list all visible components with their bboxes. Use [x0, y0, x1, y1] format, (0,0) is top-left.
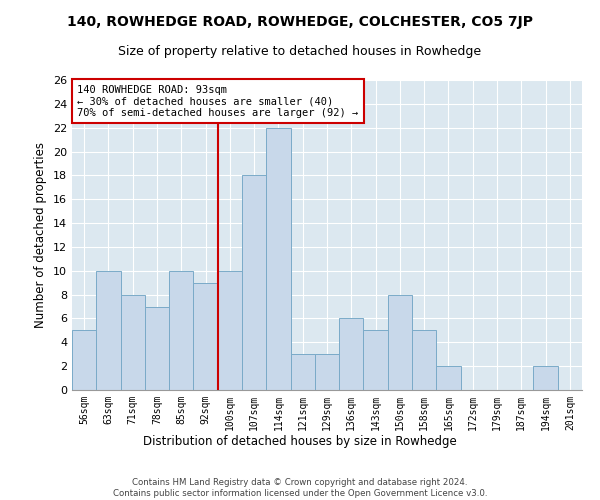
Bar: [242, 176, 266, 390]
Bar: [218, 271, 242, 390]
Bar: [96, 271, 121, 390]
Bar: [436, 366, 461, 390]
Text: 140, ROWHEDGE ROAD, ROWHEDGE, COLCHESTER, CO5 7JP: 140, ROWHEDGE ROAD, ROWHEDGE, COLCHESTER…: [67, 15, 533, 29]
Bar: [72, 330, 96, 390]
Bar: [145, 306, 169, 390]
Bar: [121, 294, 145, 390]
Bar: [412, 330, 436, 390]
Bar: [266, 128, 290, 390]
Text: Size of property relative to detached houses in Rowhedge: Size of property relative to detached ho…: [118, 45, 482, 58]
Bar: [533, 366, 558, 390]
Y-axis label: Number of detached properties: Number of detached properties: [34, 142, 47, 328]
Text: 140 ROWHEDGE ROAD: 93sqm
← 30% of detached houses are smaller (40)
70% of semi-d: 140 ROWHEDGE ROAD: 93sqm ← 30% of detach…: [77, 84, 358, 118]
Bar: [169, 271, 193, 390]
Bar: [339, 318, 364, 390]
Text: Distribution of detached houses by size in Rowhedge: Distribution of detached houses by size …: [143, 435, 457, 448]
Text: Contains HM Land Registry data © Crown copyright and database right 2024.
Contai: Contains HM Land Registry data © Crown c…: [113, 478, 487, 498]
Bar: [364, 330, 388, 390]
Bar: [193, 282, 218, 390]
Bar: [290, 354, 315, 390]
Bar: [315, 354, 339, 390]
Bar: [388, 294, 412, 390]
